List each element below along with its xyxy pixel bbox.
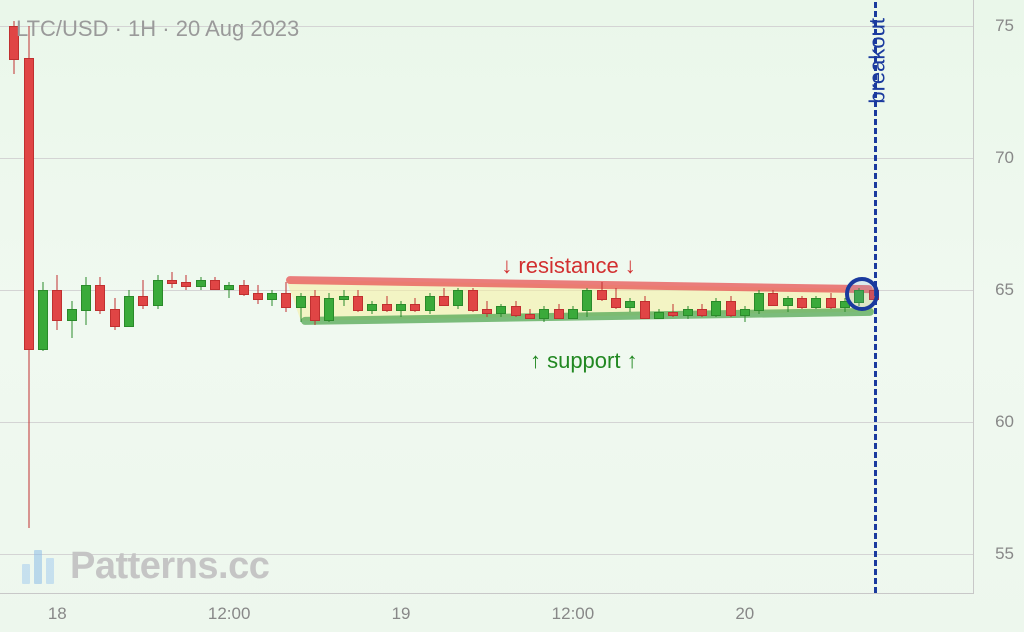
plot-area[interactable]: ↓ resistance ↓ ↑ support ↑ breakout bbox=[0, 0, 974, 594]
x-axis-tick: 20 bbox=[735, 604, 754, 624]
x-axis-tick: 19 bbox=[392, 604, 411, 624]
y-axis-tick: 65 bbox=[995, 280, 1014, 300]
x-axis-tick: 12:00 bbox=[552, 604, 595, 624]
breakout-circle-icon bbox=[845, 277, 879, 311]
watermark-text: Patterns.cc bbox=[70, 545, 269, 588]
y-axis-tick: 75 bbox=[995, 16, 1014, 36]
y-axis-tick: 60 bbox=[995, 412, 1014, 432]
x-axis-tick: 18 bbox=[48, 604, 67, 624]
resistance-label: ↓ resistance ↓ bbox=[501, 253, 636, 279]
chart-container: ↓ resistance ↓ ↑ support ↑ breakout LTC/US… bbox=[0, 0, 1024, 632]
y-axis-tick: 70 bbox=[995, 148, 1014, 168]
x-axis-tick: 12:00 bbox=[208, 604, 251, 624]
watermark: Patterns.cc bbox=[22, 545, 269, 588]
y-axis-tick: 55 bbox=[995, 544, 1014, 564]
chart-title: LTC/USD · 1H · 20 Aug 2023 bbox=[16, 16, 299, 42]
breakout-label: breakout bbox=[865, 18, 891, 104]
watermark-icon bbox=[22, 550, 54, 584]
support-label: ↑ support ↑ bbox=[530, 348, 638, 374]
